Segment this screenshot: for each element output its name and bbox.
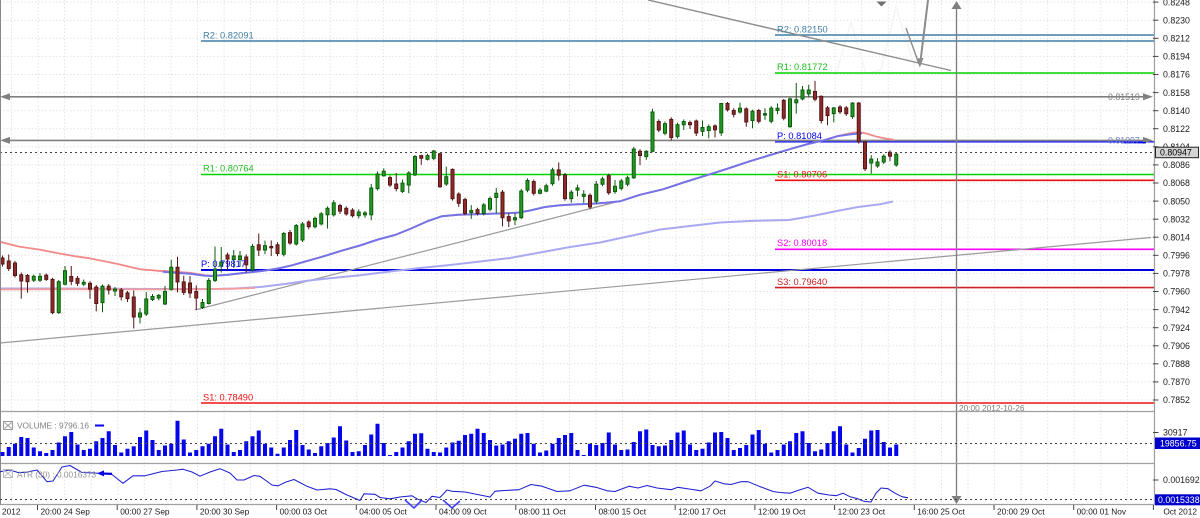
svg-text:0.8068: 0.8068 xyxy=(1163,178,1190,188)
svg-text:S1: 0.80706: S1: 0.80706 xyxy=(777,170,827,180)
svg-text:R1: 0.80764: R1: 0.80764 xyxy=(203,164,254,174)
svg-text:20:00 30 Sep: 20:00 30 Sep xyxy=(200,507,250,517)
svg-text:Oct 2012: Oct 2012 xyxy=(1163,507,1197,517)
svg-text:R2: 0.82091: R2: 0.82091 xyxy=(203,31,254,41)
svg-text:S3: 0.79640: S3: 0.79640 xyxy=(777,277,827,287)
svg-text:00:00 01 Nov: 00:00 01 Nov xyxy=(1077,507,1127,517)
svg-text:0.8122: 0.8122 xyxy=(1163,124,1190,134)
svg-text:0.8248: 0.8248 xyxy=(1163,0,1190,7)
svg-text:0.0015338: 0.0015338 xyxy=(1158,495,1200,505)
svg-text:0.7870: 0.7870 xyxy=(1163,377,1190,387)
svg-text:00:00 27 Sep: 00:00 27 Sep xyxy=(120,507,170,517)
svg-text:0.8176: 0.8176 xyxy=(1163,70,1190,80)
svg-text:12:00 17 Oct: 12:00 17 Oct xyxy=(678,507,726,517)
svg-text:R1: 0.81772: R1: 0.81772 xyxy=(777,62,828,72)
svg-text:08:00 11 Oct: 08:00 11 Oct xyxy=(519,507,567,517)
svg-text:0.8086: 0.8086 xyxy=(1163,160,1190,170)
svg-text:ATR (30) : 0.0016373: ATR (30) : 0.0016373 xyxy=(17,470,97,480)
svg-text:0.001692: 0.001692 xyxy=(1163,475,1200,485)
svg-text:0.81519: 0.81519 xyxy=(1108,92,1140,102)
svg-text:0.7852: 0.7852 xyxy=(1163,395,1190,405)
svg-text:2012: 2012 xyxy=(2,507,21,517)
svg-text:12:00 19 Oct: 12:00 19 Oct xyxy=(758,507,806,517)
svg-text:0.7978: 0.7978 xyxy=(1163,269,1190,279)
svg-text:19856.75: 19856.75 xyxy=(1160,439,1197,449)
svg-text:0.8032: 0.8032 xyxy=(1163,214,1190,224)
svg-text:S2: 0.80018: S2: 0.80018 xyxy=(777,238,827,248)
svg-text:0.8230: 0.8230 xyxy=(1163,15,1190,25)
svg-text:0.7942: 0.7942 xyxy=(1163,305,1190,315)
svg-text:0.8212: 0.8212 xyxy=(1163,34,1190,44)
svg-text:30917: 30917 xyxy=(1163,428,1188,438)
svg-text:VOLUME : 9796.16: VOLUME : 9796.16 xyxy=(17,421,89,431)
svg-text:0.80947: 0.80947 xyxy=(1160,148,1192,158)
svg-text:04:00 09 Oct: 04:00 09 Oct xyxy=(439,507,487,517)
svg-text:00:00 03 Oct: 00:00 03 Oct xyxy=(280,507,328,517)
svg-text:20:00 29 Oct: 20:00 29 Oct xyxy=(997,507,1045,517)
svg-text:20:00 2012-10-26: 20:00 2012-10-26 xyxy=(959,403,1025,413)
svg-text:12:00 23 Oct: 12:00 23 Oct xyxy=(838,507,886,517)
svg-text:R2: 0.82150: R2: 0.82150 xyxy=(777,25,828,35)
svg-text:0.8050: 0.8050 xyxy=(1163,196,1190,206)
svg-text:20:00 24 Sep: 20:00 24 Sep xyxy=(41,507,91,517)
svg-text:0.8140: 0.8140 xyxy=(1163,106,1190,116)
svg-text:0.7924: 0.7924 xyxy=(1163,323,1190,333)
svg-text:0.81097: 0.81097 xyxy=(1108,136,1140,146)
svg-text:0.8194: 0.8194 xyxy=(1163,52,1190,62)
svg-text:0.7960: 0.7960 xyxy=(1163,287,1190,297)
svg-text:0.8014: 0.8014 xyxy=(1163,232,1190,242)
svg-text:0.7888: 0.7888 xyxy=(1163,359,1190,369)
svg-text:P: 0.81084: P: 0.81084 xyxy=(777,131,822,141)
svg-text:0.8158: 0.8158 xyxy=(1163,88,1190,98)
svg-text:08:00 15 Oct: 08:00 15 Oct xyxy=(599,507,647,517)
svg-text:S1: 0.78490: S1: 0.78490 xyxy=(203,393,253,403)
svg-text:16:00 25 Oct: 16:00 25 Oct xyxy=(917,507,965,517)
svg-text:04:00 05 Oct: 04:00 05 Oct xyxy=(359,507,407,517)
svg-text:0.7906: 0.7906 xyxy=(1163,341,1190,351)
svg-text:P: 0.79817: P: 0.79817 xyxy=(201,259,246,269)
svg-text:0.7996: 0.7996 xyxy=(1163,251,1190,261)
